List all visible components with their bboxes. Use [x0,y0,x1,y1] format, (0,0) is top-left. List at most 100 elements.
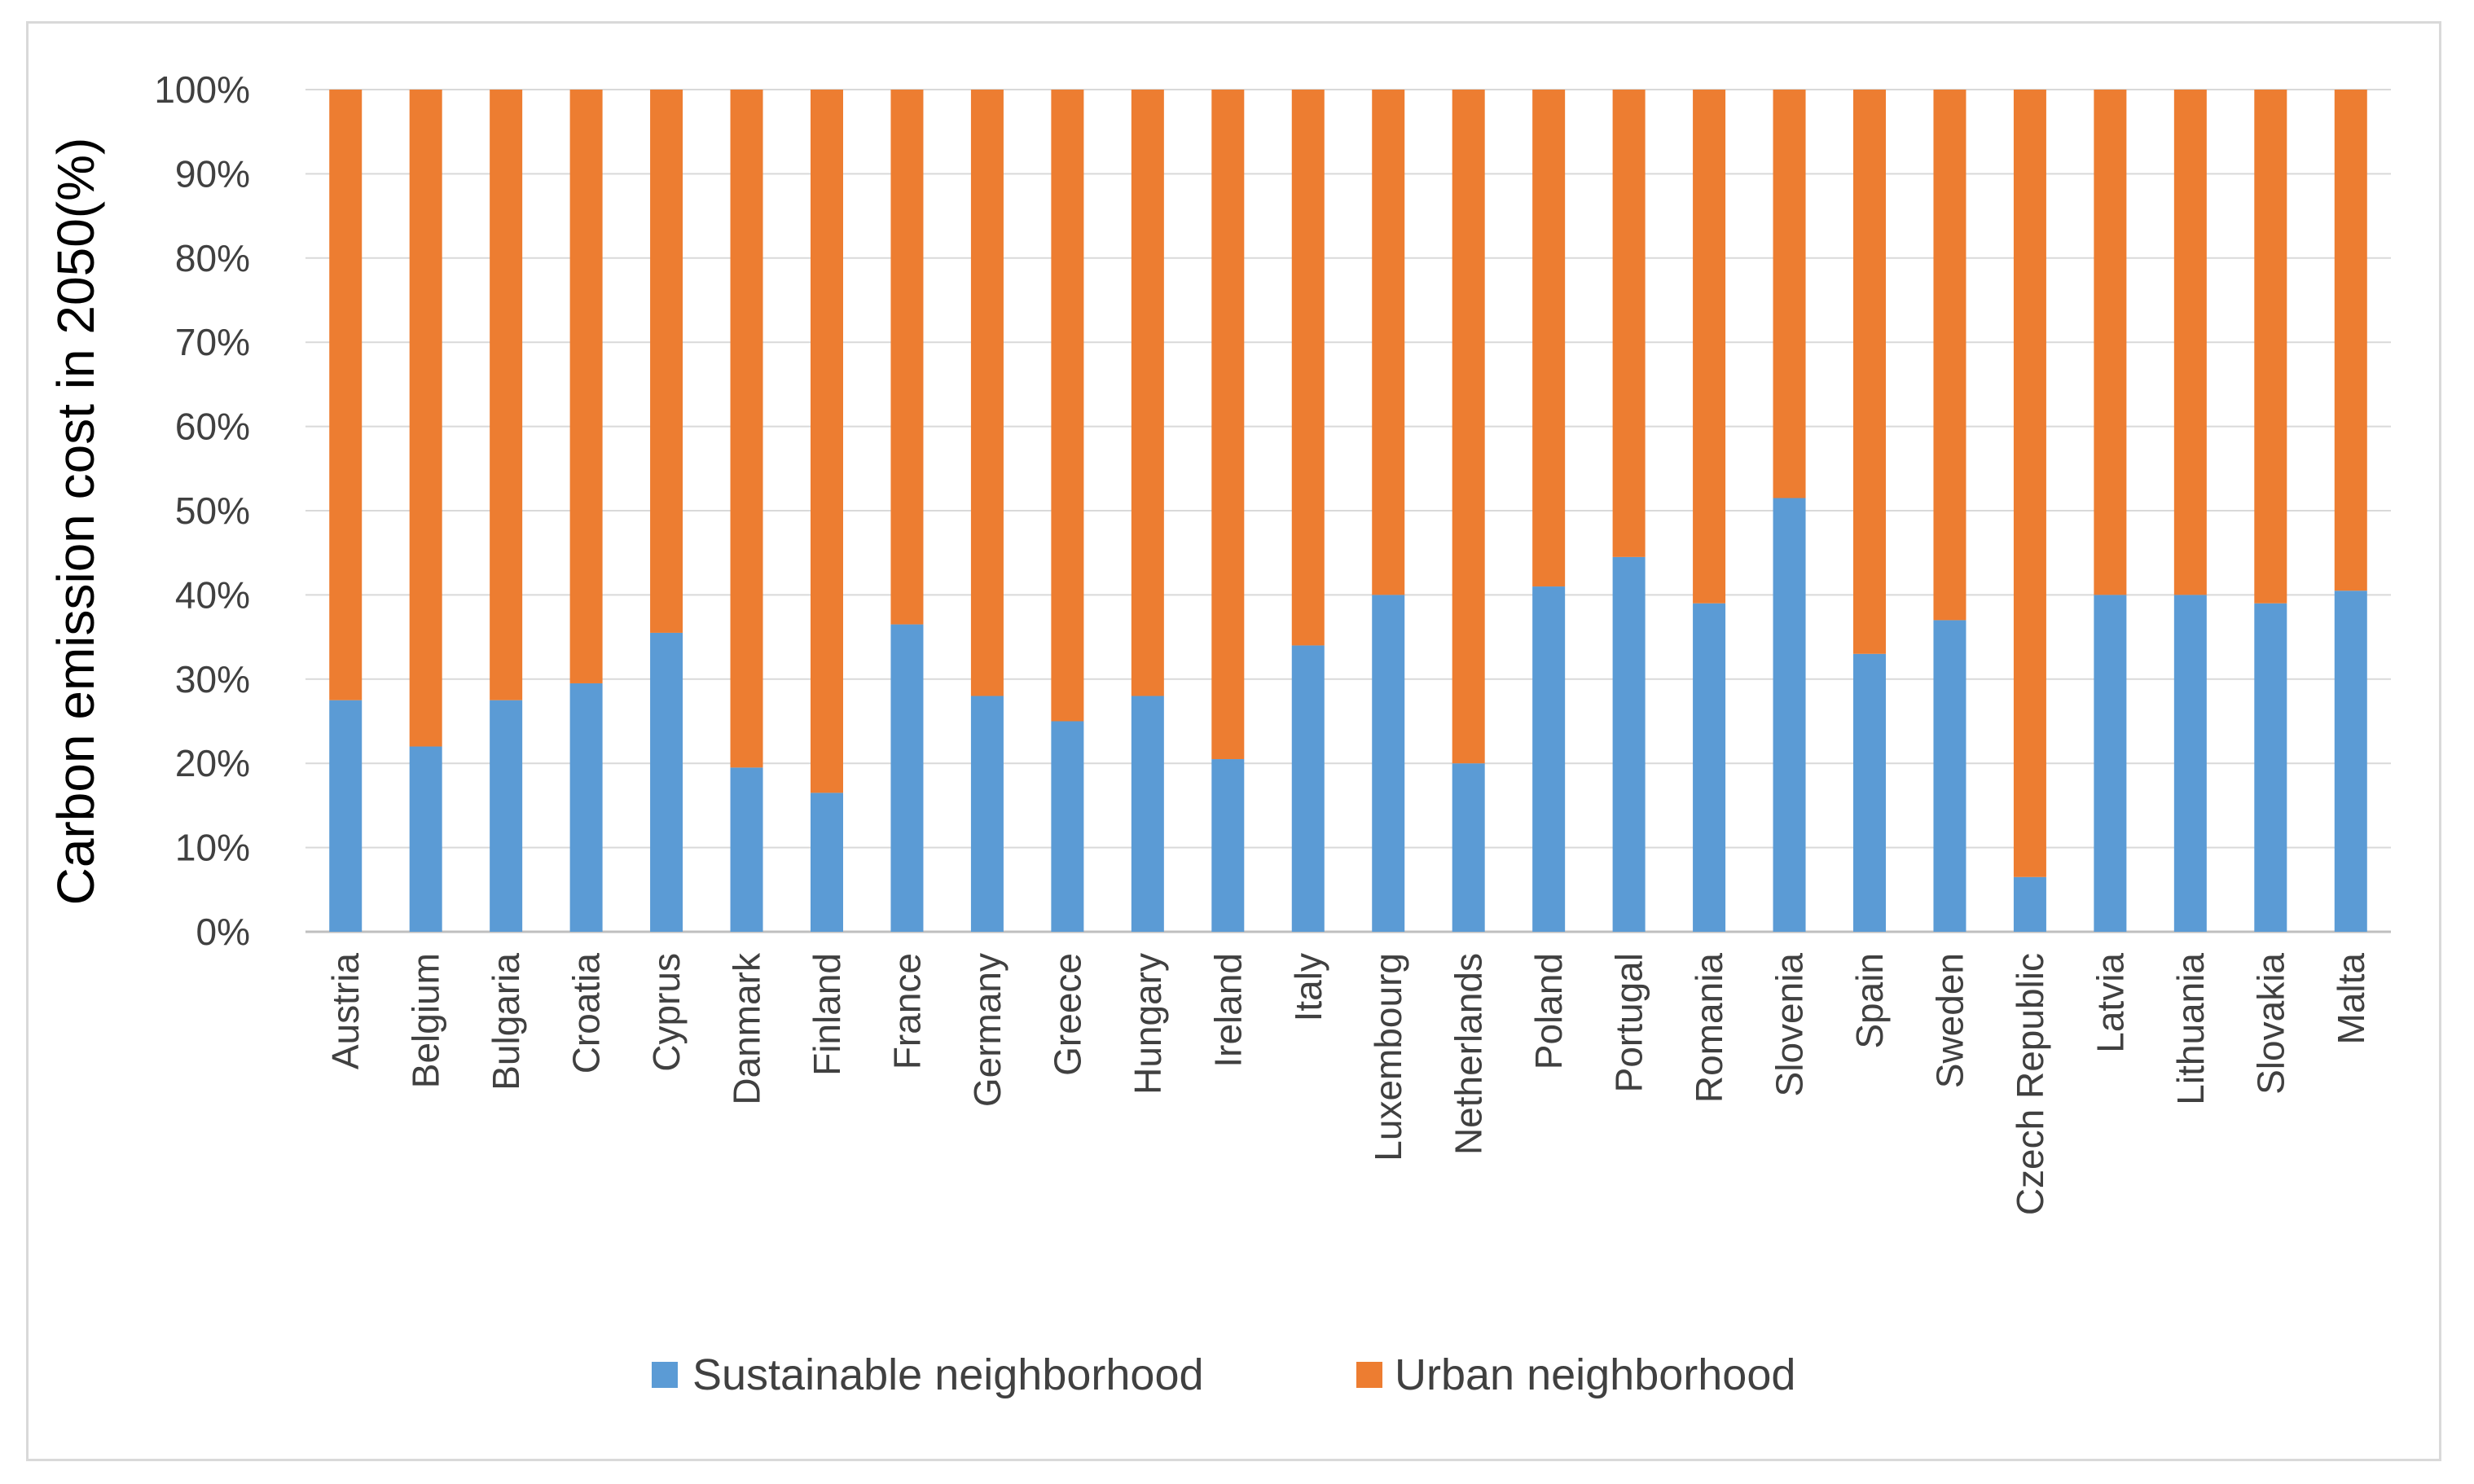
y-tick-label: 50% [175,490,250,532]
x-category-label: Sweden [1928,953,1971,1088]
bar-sustainable-slovakia [2254,603,2287,932]
bar-urban-italy [1291,90,1325,646]
bar-sustainable-ireland [1211,759,1245,932]
x-category-label: Hungary [1127,953,1169,1095]
bar-urban-croatia [569,90,603,683]
bar-urban-malta [2334,90,2367,591]
bar-urban-bulgaria [490,90,523,700]
bar-urban-danmark [730,90,763,768]
x-category-label: Czech Republic [2009,953,2051,1215]
bar-urban-portugal [1612,90,1646,557]
x-category-label: Ireland [1206,953,1249,1068]
x-category-label: Germany [966,953,1008,1107]
bar-sustainable-hungary [1131,696,1164,932]
bar-urban-germany [970,90,1004,696]
bar-urban-slovakia [2254,90,2287,604]
bar-urban-france [890,90,924,625]
x-category-label: Cyprus [645,953,688,1072]
x-category-label: Romania [1688,953,1730,1104]
y-axis-ticks: 0% 10% 20% 30% 40% 50% 60% 70% 80% 90% 100% [154,68,250,953]
bar-sustainable-croatia [569,683,603,932]
x-category-label: Portugal [1608,953,1650,1092]
bar-urban-latvia [2094,90,2127,595]
bar-sustainable-lithuania [2173,595,2207,932]
bar-urban-lithuania [2173,90,2207,595]
legend-swatch-sustainable [652,1362,678,1388]
bar-urban-poland [1532,90,1566,587]
bar-sustainable-latvia [2094,595,2127,932]
bar-urban-czech-republic [2013,90,2046,877]
x-category-label: Lithuania [2169,953,2212,1105]
x-category-label: Croatia [565,953,608,1074]
y-tick-label: 30% [175,658,250,700]
y-tick-label: 80% [175,237,250,279]
y-tick-label: 100% [154,68,250,111]
y-tick-label: 70% [175,321,250,363]
x-category-label: Greece [1046,953,1088,1076]
bar-urban-cyprus [650,90,683,633]
bar-urban-sweden [1933,90,1966,621]
bar-sustainable-cyprus [650,632,683,932]
y-tick-label: 0% [196,911,250,953]
bar-urban-hungary [1131,90,1164,696]
x-category-label: Slovakia [2249,953,2292,1095]
bar-sustainable-netherlands [1452,763,1485,932]
x-category-label: Malta [2330,953,2372,1045]
legend-label-sustainable: Sustainable neighborhood [692,1350,1204,1399]
legend-swatch-urban [1356,1362,1382,1388]
bar-sustainable-malta [2334,591,2367,932]
y-tick-label: 20% [175,742,250,784]
bar-sustainable-sweden [1933,620,1966,932]
x-category-label: Finland [806,953,848,1076]
x-category-label: Luxembourg [1367,953,1409,1161]
bar-sustainable-belgium [409,746,442,932]
legend: Sustainable neighborhood Urban neighborho… [652,1350,1795,1399]
bar-sustainable-finland [811,792,843,932]
y-tick-label: 10% [175,827,250,869]
gridlines [305,89,2391,933]
x-category-label: Poland [1527,953,1570,1069]
bar-sustainable-bulgaria [490,700,523,932]
x-category-label: Danmark [726,952,768,1105]
y-axis-label: Carbon emission cost in 2050(%) [46,138,105,906]
bar-urban-spain [1853,90,1886,654]
bar-urban-slovenia [1773,90,1806,498]
bar-sustainable-italy [1291,645,1325,932]
bar-sustainable-greece [1051,721,1084,932]
bar-urban-greece [1051,90,1084,722]
bar-urban-netherlands [1452,90,1485,764]
bar-sustainable-poland [1532,586,1566,932]
x-category-label: Belgium [405,953,447,1088]
bar-sustainable-romania [1693,603,1726,932]
x-category-label: Spain [1848,953,1891,1049]
bar-sustainable-germany [970,696,1004,932]
x-category-label: Latvia [2089,953,2131,1053]
bar-sustainable-czech-republic [2013,876,2046,932]
bar-sustainable-slovenia [1773,498,1806,932]
bar-sustainable-austria [329,700,363,932]
bar-sustainable-luxembourg [1372,595,1405,932]
x-category-label: Bulgaria [485,953,527,1091]
x-category-label: Netherlands [1448,953,1490,1155]
bar-urban-finland [811,90,843,793]
legend-label-urban: Urban neighborhood [1395,1350,1795,1399]
bar-sustainable-portugal [1612,556,1646,932]
bars [329,90,2367,932]
y-tick-label: 40% [175,573,250,616]
x-category-label: Slovenia [1769,953,1811,1097]
bar-sustainable-spain [1853,653,1886,932]
bar-sustainable-france [890,624,924,932]
bar-urban-romania [1693,90,1726,604]
x-axis-categories: Austria Belgium Bulgaria Croatia Cyprus Danma… [324,952,2372,1215]
y-tick-label: 60% [175,406,250,448]
bar-urban-belgium [409,90,442,747]
x-category-label: France [885,953,928,1069]
bar-sustainable-danmark [730,767,763,932]
y-tick-label: 90% [175,152,250,195]
bar-urban-austria [329,90,363,700]
bar-urban-luxembourg [1372,90,1405,595]
x-category-label: Austria [324,953,367,1070]
x-category-label: Italy [1287,953,1329,1021]
bar-urban-ireland [1211,90,1245,760]
